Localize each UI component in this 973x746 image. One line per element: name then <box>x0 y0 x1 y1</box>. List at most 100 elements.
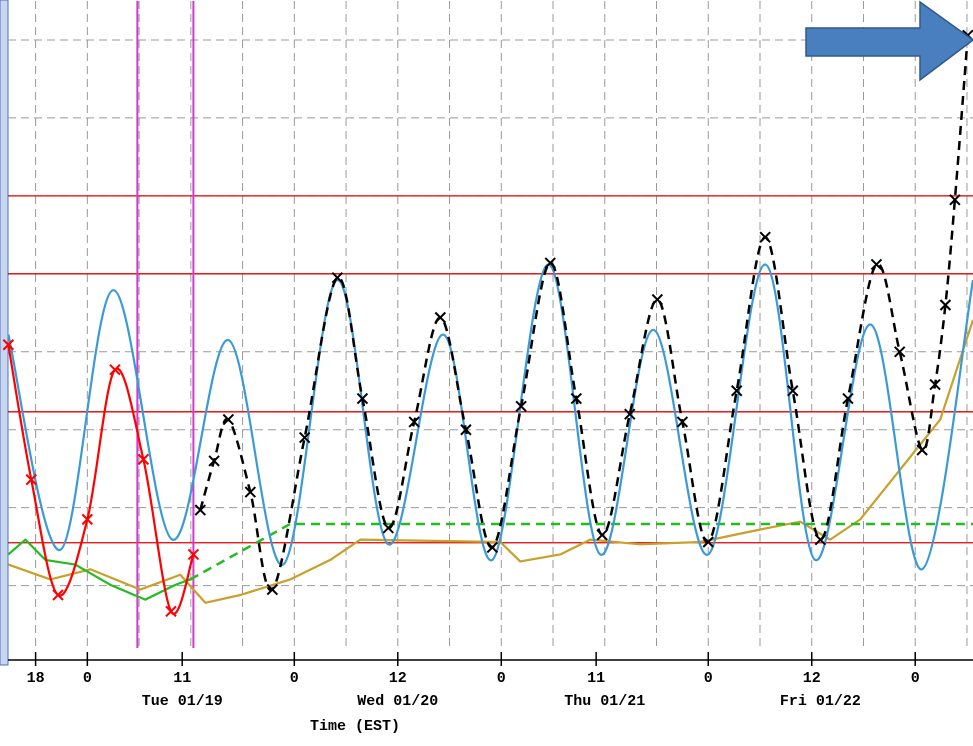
x-marker-stroke <box>486 541 499 554</box>
x-marker <box>731 385 743 397</box>
x-marker-stroke <box>81 513 94 526</box>
x-marker-stroke <box>208 455 220 467</box>
x-tick-label: 12 <box>803 670 821 687</box>
x-marker <box>165 605 177 618</box>
x-marker-stroke <box>939 299 952 311</box>
x-marker <box>2 339 15 351</box>
x-marker-stroke <box>25 473 37 486</box>
x-marker-stroke <box>676 416 689 428</box>
x-marker <box>187 548 200 561</box>
x-marker-stroke <box>137 453 150 466</box>
x-marker-stroke <box>434 311 447 324</box>
x-marker-stroke <box>651 293 664 306</box>
x-marker <box>814 533 827 546</box>
x-tick-label: 0 <box>704 670 713 687</box>
series-line <box>7 344 195 615</box>
x-marker <box>408 416 420 428</box>
x-marker <box>893 346 906 358</box>
x-marker-stroke <box>382 522 395 534</box>
x-marker <box>460 424 472 436</box>
x-marker <box>382 522 395 534</box>
x-marker <box>842 392 854 405</box>
plot-layer: 18 0 11 0 12 0 11 0 12 0 Tue 01/19 Wed 01/20 Thu 01/… <box>2 1 973 710</box>
series-line <box>189 522 973 581</box>
x-marker-stroke <box>298 431 311 444</box>
x-marker-stroke <box>460 424 472 436</box>
x-marker <box>702 536 714 548</box>
x-marker-stroke <box>731 385 743 397</box>
arrow-annotation <box>805 0 973 82</box>
x-marker-stroke <box>408 416 420 428</box>
x-marker <box>137 453 150 466</box>
x-marker-stroke <box>266 583 279 596</box>
x-tick-label: 11 <box>587 670 605 687</box>
x-marker <box>222 413 235 426</box>
x-marker-stroke <box>870 258 883 271</box>
date-label: Tue 01/19 <box>142 693 223 710</box>
x-tick-label: 0 <box>911 670 920 687</box>
x-marker-stroke <box>814 533 827 546</box>
x-tick-label: 12 <box>389 670 407 687</box>
x-marker-stroke <box>222 413 235 426</box>
x-marker-stroke <box>842 392 854 405</box>
x-marker-stroke <box>356 392 369 405</box>
x-marker <box>81 513 94 526</box>
x-marker <box>596 529 608 541</box>
x-marker-stroke <box>52 589 64 601</box>
series-line <box>7 538 191 601</box>
x-marker-stroke <box>244 486 257 498</box>
x-marker <box>870 258 883 271</box>
x-marker <box>929 378 941 391</box>
x-marker <box>676 416 689 428</box>
x-marker-stroke <box>165 605 177 618</box>
x-marker <box>331 272 344 284</box>
x-marker <box>759 231 771 243</box>
x-marker-stroke <box>544 257 556 269</box>
x-marker-stroke <box>109 364 121 376</box>
x-marker-stroke <box>596 529 608 541</box>
x-marker <box>651 293 664 306</box>
x-marker-stroke <box>194 504 207 516</box>
x-marker <box>356 392 369 405</box>
x-marker-stroke <box>570 392 583 405</box>
x-marker-stroke <box>759 231 771 243</box>
x-marker <box>939 299 952 311</box>
x-tick-label: 0 <box>497 670 506 687</box>
date-label: Thu 01/21 <box>564 693 645 710</box>
x-marker <box>208 455 220 467</box>
x-marker <box>298 431 311 444</box>
x-marker-stroke <box>515 400 527 413</box>
x-marker-stroke <box>929 378 941 391</box>
x-marker-stroke <box>2 339 15 351</box>
x-tick-label: 0 <box>290 670 299 687</box>
x-marker-stroke <box>702 536 714 548</box>
x-marker-stroke <box>916 444 928 456</box>
x-marker <box>486 541 499 554</box>
x-marker <box>52 589 64 601</box>
x-marker <box>916 444 928 456</box>
x-marker <box>25 473 37 486</box>
x-marker-stroke <box>331 272 344 284</box>
x-marker <box>434 311 447 324</box>
x-marker-stroke <box>787 385 799 397</box>
date-label: Wed 01/20 <box>357 693 438 710</box>
series-line <box>7 319 973 604</box>
series-line <box>199 35 970 592</box>
x-marker-stroke <box>187 548 200 561</box>
x-axis-label: Time (EST) <box>310 718 400 735</box>
x-marker <box>624 408 636 420</box>
x-marker <box>544 257 556 269</box>
x-marker <box>109 364 121 376</box>
x-tick-label: 0 <box>83 670 92 687</box>
x-marker <box>194 504 207 516</box>
x-marker-stroke <box>949 194 961 206</box>
x-marker <box>787 385 799 397</box>
x-marker-stroke <box>624 408 636 420</box>
x-marker <box>244 486 257 498</box>
x-tick-label: 18 <box>27 670 45 687</box>
x-tick-label: 11 <box>173 670 191 687</box>
side-strip <box>0 0 9 666</box>
